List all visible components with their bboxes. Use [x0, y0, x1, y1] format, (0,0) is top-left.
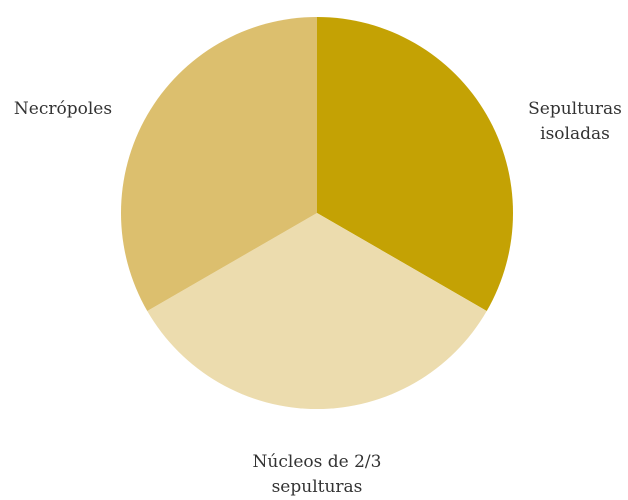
pie-slice: [120, 17, 317, 311]
pie-slice: [147, 213, 487, 409]
pie-slice: [317, 17, 513, 311]
slice-label: Necrópoles: [13, 99, 113, 119]
slice-label: Sepulturas isoladas: [528, 99, 622, 144]
slice-label: Núcleos de 2/3 sepulturas: [252, 452, 382, 497]
